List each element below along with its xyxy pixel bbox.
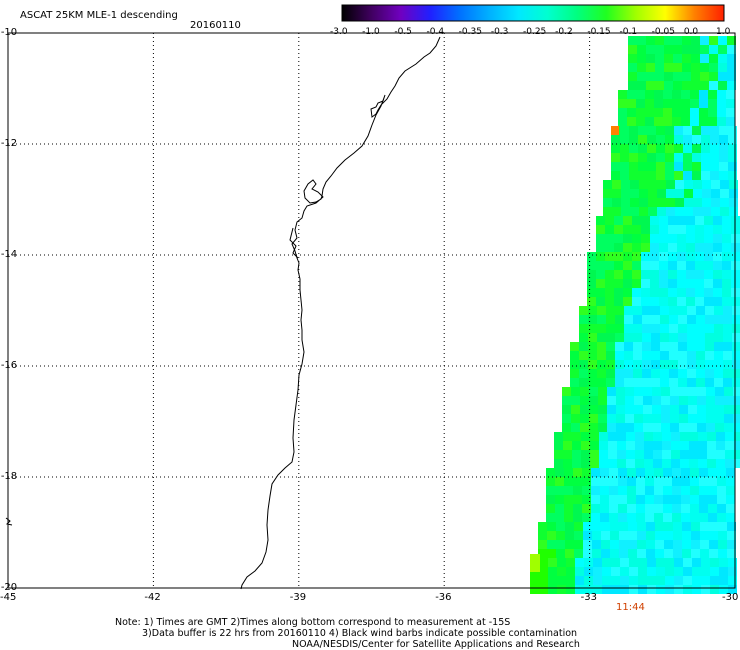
lat-lon-grid	[8, 33, 735, 588]
lat-label: -18	[0, 471, 18, 482]
colorbar-label: 1.0	[716, 27, 731, 37]
hot-pixel	[611, 126, 619, 135]
chart-title: ASCAT 25KM MLE-1 descending	[20, 10, 178, 21]
lon-label: -45	[0, 592, 17, 603]
lat-label: -16	[0, 360, 18, 371]
colorbar-label: -0.25	[523, 27, 547, 37]
lon-label: -33	[580, 592, 597, 603]
colorbar-label: -0.4	[426, 27, 445, 37]
pass-time-label: 11:44	[616, 602, 645, 613]
colorbar-label: -0.15	[587, 27, 611, 37]
colorbar-label: -0.3	[490, 27, 509, 37]
date-label: 20160110	[190, 20, 241, 31]
colorbar-label: -0.5	[394, 27, 412, 37]
colorbar-gradient	[342, 5, 724, 21]
coastline-inlet	[289, 227, 299, 259]
lon-label: -36	[435, 592, 452, 603]
lat-label: -14	[0, 249, 18, 260]
lon-label: -42	[144, 592, 161, 603]
land-fragment	[5, 517, 13, 526]
colorbar-label: -3.0	[330, 27, 348, 37]
colorbar	[341, 4, 725, 22]
note-line-1: Note: 1) Times are GMT 2)Times along bot…	[115, 617, 511, 628]
scatterometer-swath	[530, 36, 740, 594]
lat-label: -12	[0, 138, 18, 149]
colorbar-label: -1.0	[362, 27, 380, 37]
colorbar-label: -0.05	[651, 27, 675, 37]
coastline	[240, 36, 441, 590]
map-frame	[7, 32, 736, 589]
colorbar-label: -0.2	[555, 27, 573, 37]
lon-label: -30	[722, 592, 739, 603]
colorbar-label: -0.1	[619, 27, 638, 37]
lon-label: -39	[289, 592, 307, 603]
lat-label: -20	[0, 582, 18, 593]
colorbar-label: -0.35	[458, 27, 482, 37]
note-line-2: 3)Data buffer is 22 hrs from 20160110 4)…	[142, 628, 578, 639]
colorbar-label: 0.0	[683, 27, 699, 37]
colorbar-outline	[341, 4, 725, 22]
lat-label: -10	[0, 27, 18, 38]
note-line-3: NOAA/NESDIS/Center for Satellite Applica…	[292, 639, 580, 650]
